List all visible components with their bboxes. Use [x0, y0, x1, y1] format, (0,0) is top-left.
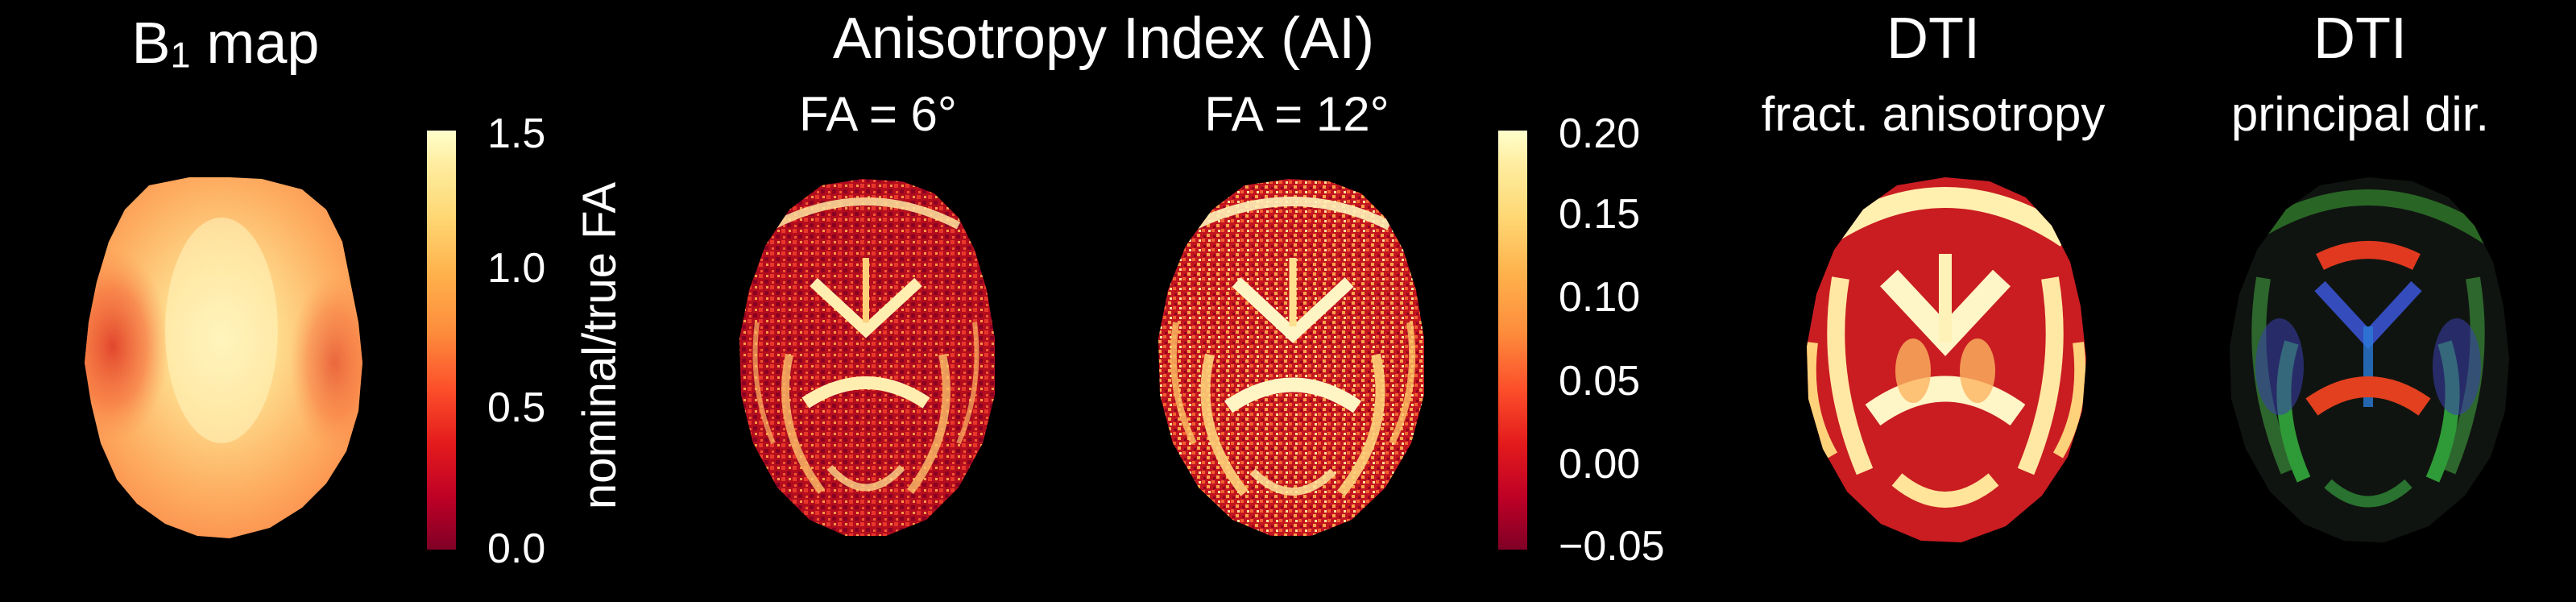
ai-fa6-image [739, 179, 995, 536]
dti-dir-image [2230, 177, 2509, 542]
dti-fa-image [1807, 177, 2086, 542]
b1-tick-0-0: 0.0 [487, 525, 546, 572]
b1-colorbar [427, 131, 456, 550]
ai-tick-0-15: 0.15 [1559, 191, 1641, 238]
ai-title: Anisotropy Index (AI) [832, 6, 1375, 71]
ai-tick-neg-0-05: −0.05 [1559, 523, 1665, 570]
b1-map-title: B1 map [113, 15, 338, 74]
ai-fa12-image [1158, 179, 1424, 536]
b1-tick-1-5: 1.5 [487, 110, 546, 157]
b1-colorbar-label: nominal/true FA [574, 181, 626, 510]
ai-tick-0-20: 0.20 [1559, 110, 1641, 157]
ai-tick-0-10: 0.10 [1559, 274, 1641, 321]
b1-tick-1-0: 1.0 [487, 245, 546, 292]
b1-map-image [85, 177, 362, 538]
ai-subtitle-fa12: FA = 12° [1204, 87, 1389, 141]
b1-title-rest: map [190, 11, 320, 76]
dti-fa-subtitle: fract. anisotropy [1761, 87, 2106, 141]
ai-colorbar [1498, 131, 1527, 550]
dti-dir-subtitle: principal dir. [2230, 87, 2490, 141]
ai-subtitle-fa6: FA = 6° [799, 87, 957, 141]
ai-tick-0-05: 0.05 [1559, 358, 1641, 405]
ai-tick-0-00: 0.00 [1559, 441, 1641, 488]
b1-tick-0-5: 0.5 [487, 384, 546, 431]
b1-title-main: B [131, 11, 171, 76]
dti-fa-title: DTI [1886, 6, 1980, 71]
dti-dir-title: DTI [2313, 6, 2407, 71]
b1-title-subscript: 1 [170, 35, 191, 76]
